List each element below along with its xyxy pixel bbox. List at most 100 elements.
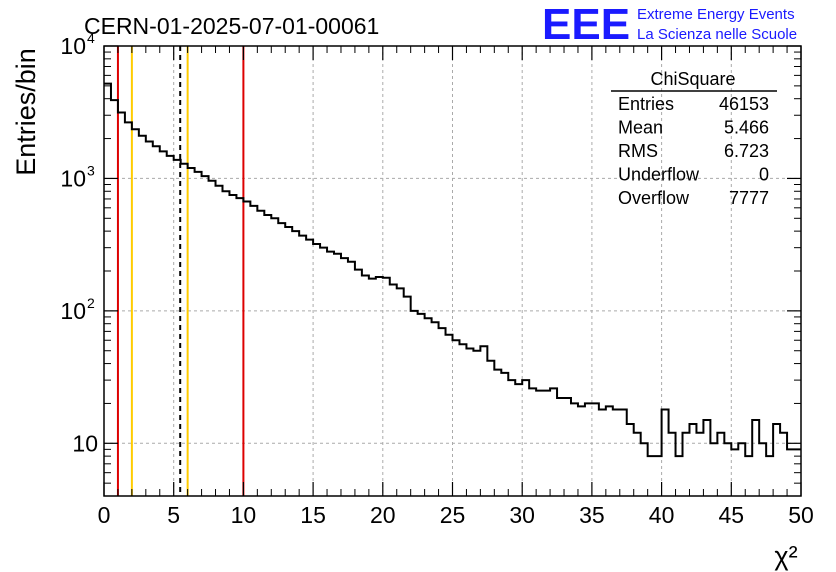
histogram-bin <box>278 223 285 496</box>
x-tick-label: 10 <box>231 502 257 528</box>
histogram-bin <box>439 328 446 496</box>
stats-label: Mean <box>618 118 663 138</box>
y-tick-label: 10 <box>60 165 86 191</box>
histogram-bin <box>459 344 466 496</box>
stats-value: 5.466 <box>724 118 769 138</box>
histogram-bin <box>285 227 292 496</box>
y-tick-exponent: 2 <box>87 295 95 311</box>
histogram-bin <box>683 433 690 496</box>
histogram-bin <box>236 198 243 496</box>
x-tick-label: 25 <box>440 502 466 528</box>
histogram-bin <box>529 388 536 496</box>
x-tick-label: 30 <box>509 502 535 528</box>
histogram-bin <box>202 176 209 496</box>
histogram-bin <box>557 398 564 496</box>
histogram-bin <box>341 258 348 496</box>
histogram-bin <box>411 311 418 496</box>
y-tick-label: 10 <box>72 430 98 456</box>
x-tick-label: 0 <box>98 502 111 528</box>
histogram-bin <box>550 388 557 496</box>
x-tick-label: 15 <box>300 502 326 528</box>
x-tick-label: 20 <box>370 502 396 528</box>
histogram-bin <box>494 370 501 496</box>
histogram-bin <box>613 409 620 496</box>
histogram-bin <box>369 279 376 496</box>
histogram-bin <box>508 380 515 496</box>
histogram-bin <box>174 160 181 496</box>
y-tick-label: 10 <box>60 298 86 324</box>
histogram-bin <box>717 433 724 496</box>
x-tick-label: 50 <box>788 502 814 528</box>
histogram-bin <box>752 420 759 496</box>
histogram-bin <box>334 254 341 496</box>
histogram-bin <box>327 252 334 496</box>
histogram-bin <box>599 409 606 496</box>
histogram-bin <box>731 449 738 496</box>
histogram-bin <box>425 318 432 496</box>
histogram-bin <box>766 456 773 496</box>
x-tick-label: 40 <box>649 502 675 528</box>
histogram-bin <box>578 406 585 496</box>
histogram-bin <box>655 456 662 496</box>
histogram-bin <box>585 403 592 496</box>
histogram-bin <box>306 240 313 496</box>
histogram-bin <box>222 191 229 496</box>
stats-label: Overflow <box>618 188 690 208</box>
histogram-bin <box>313 244 320 496</box>
histogram-bin <box>480 346 487 496</box>
histogram-bin <box>724 443 731 496</box>
histogram-bin <box>320 248 327 496</box>
stats-box: ChiSquare Entries 46153 Mean 5.466 RMS 6.723 U… <box>611 69 777 208</box>
histogram-bin <box>634 433 641 496</box>
histogram-bin <box>104 84 111 496</box>
histogram-bin <box>564 398 571 496</box>
histogram-bin <box>146 142 153 496</box>
histogram-bin <box>641 443 648 496</box>
y-tick-exponent: 3 <box>87 162 95 178</box>
histogram-bin <box>446 335 453 496</box>
stats-value: 46153 <box>719 94 769 114</box>
stats-label: Underflow <box>618 165 700 185</box>
histogram-bin <box>299 236 306 496</box>
histogram-bin <box>787 449 794 496</box>
histogram-bin <box>536 391 543 496</box>
histogram-bin <box>487 361 494 496</box>
histogram-bin <box>738 443 745 496</box>
y-axis-label: Entries/bin <box>11 48 41 176</box>
histogram-bin <box>745 456 752 496</box>
histogram-bin <box>669 433 676 496</box>
histogram-bin <box>592 403 599 496</box>
histogram-bin <box>243 201 250 496</box>
histogram-bin <box>355 270 362 496</box>
histogram-bin <box>264 215 271 496</box>
y-tick-label: 10 <box>60 33 86 59</box>
histogram-bin <box>125 122 132 496</box>
chart-title: CERN-01-2025-07-01-00061 <box>84 13 379 39</box>
histogram-bin <box>271 218 278 496</box>
histogram-bin <box>676 456 683 496</box>
histogram-bin <box>397 288 404 496</box>
histogram-bin <box>188 168 195 496</box>
logo-mark: EEE <box>542 0 630 49</box>
histogram-bin <box>348 262 355 496</box>
histogram-bin <box>696 433 703 496</box>
histogram-bin <box>710 443 717 496</box>
histogram-bin <box>257 211 264 496</box>
reference-lines <box>116 46 245 496</box>
x-tick-label: 45 <box>719 502 745 528</box>
histogram-bin <box>543 391 550 496</box>
histogram-bin <box>473 351 480 496</box>
x-tick-label: 35 <box>579 502 605 528</box>
histogram-bin <box>362 275 369 496</box>
histogram-bin <box>522 380 529 496</box>
histogram-bin <box>292 231 299 496</box>
histogram-bin <box>216 186 223 496</box>
histogram-bin <box>780 433 787 496</box>
histogram-bin <box>250 206 257 496</box>
histogram-bin <box>466 348 473 496</box>
y-tick-exponent: 4 <box>87 30 95 46</box>
histogram-line <box>104 82 801 458</box>
histogram-bin <box>160 151 167 496</box>
histogram <box>104 82 801 496</box>
